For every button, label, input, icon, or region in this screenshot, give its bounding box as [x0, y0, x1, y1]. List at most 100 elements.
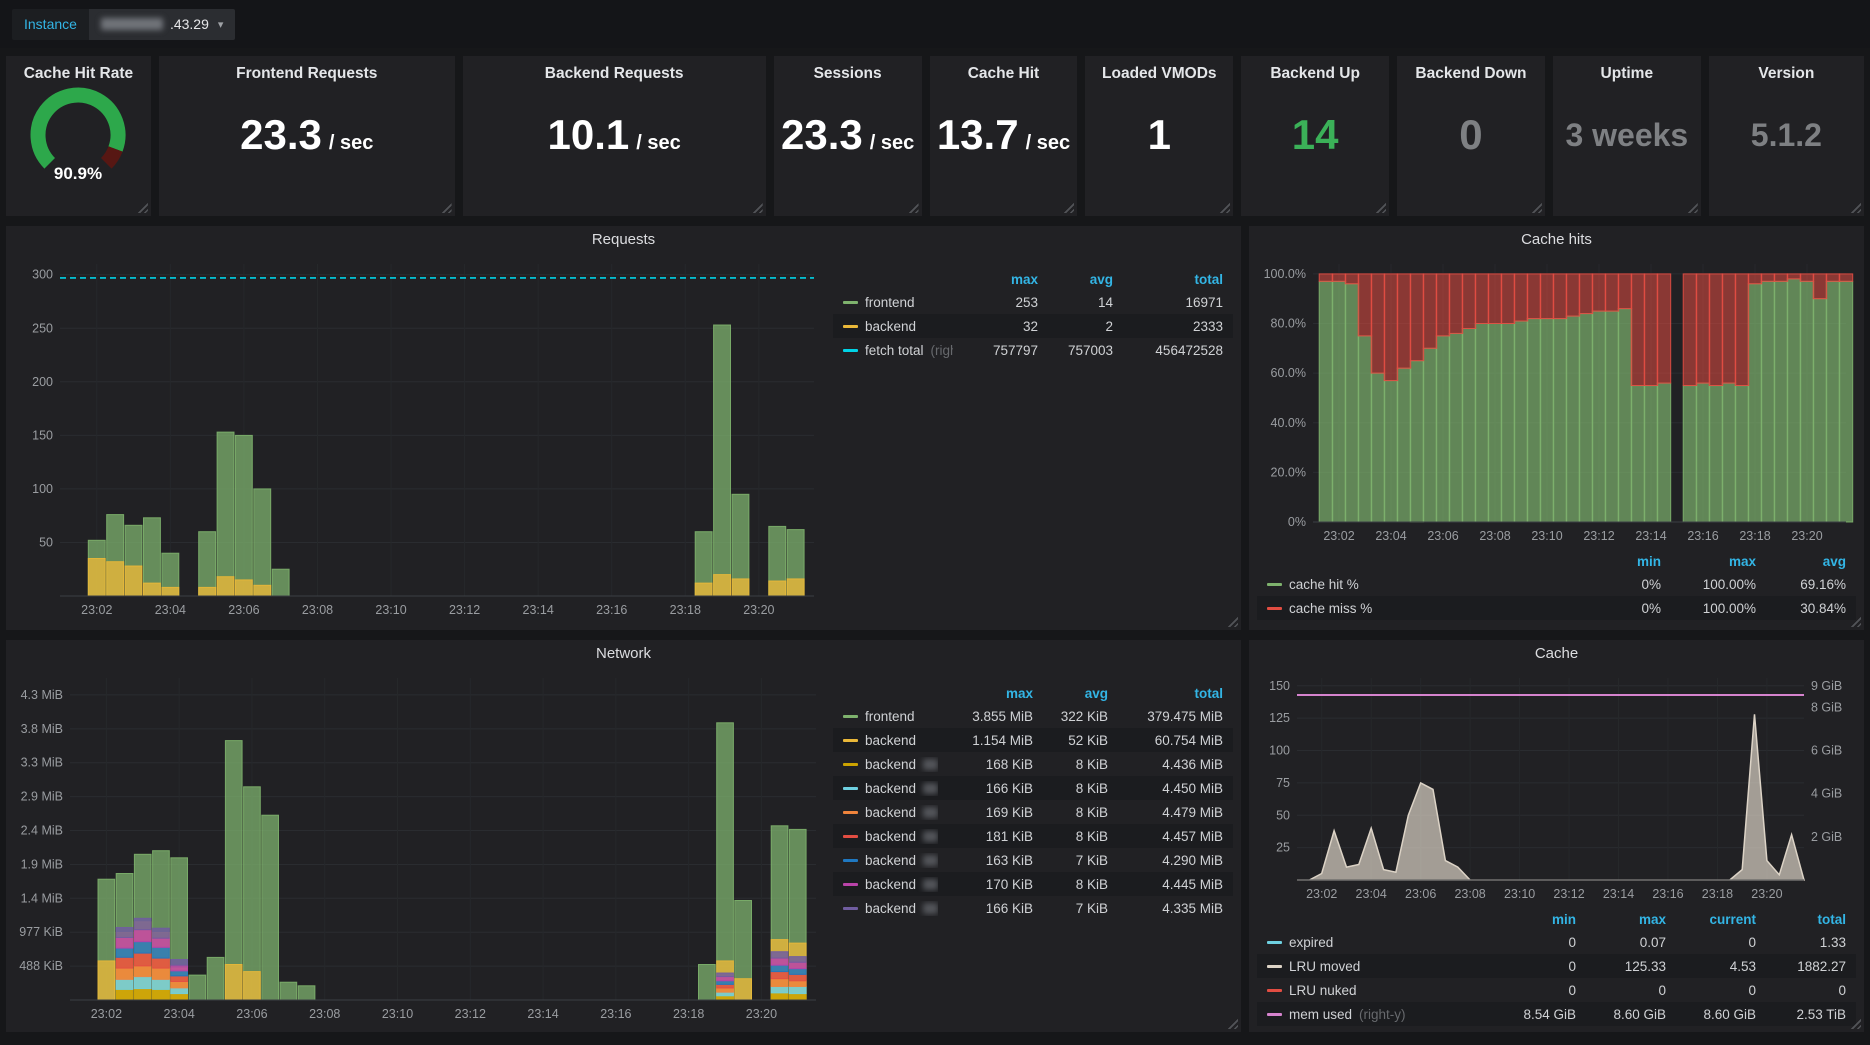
svg-text:23:20: 23:20 [743, 603, 774, 617]
svg-text:23:02: 23:02 [1306, 887, 1337, 901]
legend-row-lru-moved[interactable]: LRU moved 0 125.33 4.53 1882.27 [1257, 954, 1856, 978]
panel-title-cache-hits[interactable]: Cache hits [1521, 231, 1592, 248]
resize-handle-icon[interactable] [1227, 616, 1238, 627]
resize-handle-icon[interactable] [1063, 202, 1075, 213]
legend-col-total[interactable]: total [1194, 271, 1224, 287]
legend-col-max[interactable]: max [1728, 553, 1756, 569]
cache-hits-chart[interactable]: 0% 20.0% 40.0% 60.0% 80.0% 100.0% 23:02 23:04 23… [1257, 254, 1856, 546]
series-name[interactable]: backend [865, 852, 917, 868]
series-name[interactable]: LRU moved [1289, 958, 1361, 974]
legend-row-backend[interactable]: backend 168 KiB 8 KiB 4.436 MiB [833, 752, 1233, 776]
legend-col-current[interactable]: current [1709, 911, 1756, 927]
legend-row-frontend[interactable]: frontend 253 14 16971 [833, 290, 1233, 314]
resize-handle-icon[interactable] [1219, 202, 1231, 213]
series-name[interactable]: backend [865, 804, 917, 820]
requests-chart[interactable]: 50 100 150 200 250 300 23:02 23:04 23:06 23:08 23:… [14, 254, 826, 620]
stat-unit: / sec [328, 132, 374, 154]
panel-title-requests[interactable]: Requests [591, 231, 656, 248]
series-name[interactable]: backend [865, 900, 917, 916]
stat-title-backend-up[interactable]: Backend Up [1270, 65, 1360, 82]
series-name[interactable]: backend [865, 828, 917, 844]
instance-variable-picker[interactable]: Instance .43.29 ▾ [12, 8, 236, 40]
resize-handle-icon[interactable] [1686, 202, 1698, 213]
stat-title-cache-hit[interactable]: Cache Hit [967, 65, 1040, 82]
series-name[interactable]: backend [865, 756, 917, 772]
legend-col-max[interactable]: max [1010, 271, 1038, 287]
stat-title-version[interactable]: Version [1758, 65, 1815, 82]
legend-row-cache-miss-[interactable]: cache miss % 0% 100.00% 30.84% [1257, 596, 1856, 620]
legend-col-avg[interactable]: avg [1822, 553, 1846, 569]
legend-row-cache-hit-[interactable]: cache hit % 0% 100.00% 69.16% [1257, 572, 1856, 596]
legend-row-backend[interactable]: backend 163 KiB 7 KiB 4.290 MiB [833, 848, 1233, 872]
panel-title-network[interactable]: Network [595, 645, 651, 662]
legend-row-backend[interactable]: backend 1.154 MiB 52 KiB 60.754 MiB [833, 728, 1233, 752]
resize-handle-icon[interactable] [136, 202, 148, 213]
legend-row-mem-used[interactable]: mem used (right-y) 8.54 GiB 8.60 GiB 8.60 … [1257, 1002, 1856, 1026]
stat-title-loaded-vmods[interactable]: Loaded VMODs [1102, 65, 1217, 82]
instance-variable-value[interactable]: .43.29 ▾ [88, 8, 236, 40]
stat-value-version: 5.1.2 [1750, 117, 1822, 153]
svg-text:6 GiB: 6 GiB [1811, 744, 1842, 758]
legend-value: 2333 [1192, 318, 1223, 334]
series-name[interactable]: frontend [865, 708, 915, 724]
series-name[interactable]: cache miss % [1289, 600, 1373, 616]
redacted-instance-ip [100, 18, 163, 30]
legend-row-backend[interactable]: backend 166 KiB 7 KiB 4.335 MiB [833, 896, 1233, 920]
stat-value-uptime: 3 weeks [1565, 117, 1689, 153]
legend-col-total[interactable]: total [1194, 685, 1224, 701]
resize-handle-icon[interactable] [1849, 202, 1861, 213]
resize-handle-icon[interactable] [1227, 1018, 1238, 1029]
legend-col-avg[interactable]: avg [1089, 271, 1113, 287]
resize-handle-icon[interactable] [907, 202, 919, 213]
panel-title-cache[interactable]: Cache [1534, 645, 1579, 662]
stat-title-sessions[interactable]: Sessions [813, 65, 882, 82]
stat-value-sessions: 23.3/ sec [780, 111, 915, 158]
series-name[interactable]: frontend [865, 294, 915, 310]
resize-handle-icon[interactable] [1850, 616, 1861, 627]
network-chart[interactable]: 488 KiB 977 KiB 1.4 MiB 1.9 MiB 2.4 MiB 2.9 M… [14, 668, 826, 1024]
resize-handle-icon[interactable] [751, 202, 763, 213]
cache-chart[interactable]: 25 50 75 100 125 150 2 GiB 4 GiB 6 GiB 8 GiB 9 GiB… [1257, 668, 1856, 904]
series-name[interactable]: backend [865, 780, 917, 796]
legend-row-backend[interactable]: backend 170 KiB 8 KiB 4.445 MiB [833, 872, 1233, 896]
series-name[interactable]: backend [865, 318, 917, 334]
svg-text:23:16: 23:16 [1687, 529, 1718, 543]
resize-handle-icon[interactable] [1375, 202, 1387, 213]
resize-handle-icon[interactable] [1530, 202, 1542, 213]
legend-col-max[interactable]: max [1005, 685, 1033, 701]
row-graphs-1: Requests 50 100 150 200 250 300 23:02 23:04 23:0… [0, 226, 1870, 630]
stat-title-frontend-requests[interactable]: Frontend Requests [236, 65, 378, 82]
panel-requests: Requests 50 100 150 200 250 300 23:02 23:04 23:0… [6, 226, 1241, 630]
legend-row-backend[interactable]: backend 166 KiB 8 KiB 4.450 MiB [833, 776, 1233, 800]
legend-row-backend[interactable]: backend 181 KiB 8 KiB 4.457 MiB [833, 824, 1233, 848]
legend-col-avg[interactable]: avg [1084, 685, 1108, 701]
legend-row-expired[interactable]: expired 0 0.07 0 1.33 [1257, 930, 1856, 954]
stat-title-backend-requests[interactable]: Backend Requests [544, 65, 684, 82]
series-name[interactable]: mem used [1289, 1006, 1353, 1022]
legend-row-fetch-total[interactable]: fetch total (right-y) 757797 757003 456472… [833, 338, 1233, 362]
stat-title-backend-down[interactable]: Backend Down [1415, 65, 1527, 82]
svg-text:150: 150 [1269, 679, 1290, 693]
series-name[interactable]: backend [865, 876, 917, 892]
legend-row-frontend[interactable]: frontend 3.855 MiB 322 KiB 379.475 MiB [833, 704, 1233, 728]
resize-handle-icon[interactable] [440, 202, 452, 213]
legend-col-total[interactable]: total [1817, 911, 1847, 927]
series-name[interactable]: expired [1289, 934, 1334, 950]
svg-text:23:14: 23:14 [523, 603, 554, 617]
series-name[interactable]: fetch total [865, 342, 924, 358]
legend-value: 8 KiB [1075, 804, 1108, 820]
legend-row-backend[interactable]: backend 32 2 2333 [833, 314, 1233, 338]
legend-row-backend[interactable]: backend 169 KiB 8 KiB 4.479 MiB [833, 800, 1233, 824]
stat-title-cache-hit-rate[interactable]: Cache Hit Rate [23, 65, 134, 82]
legend-col-min[interactable]: min [1636, 553, 1661, 569]
legend-col-max[interactable]: max [1638, 911, 1666, 927]
series-name[interactable]: LRU nuked [1289, 982, 1357, 998]
series-name[interactable]: backend [865, 732, 917, 748]
legend-row-lru-nuked[interactable]: LRU nuked 0 0 0 0 [1257, 978, 1856, 1002]
stat-value-loaded-vmods: 1 [1147, 111, 1171, 158]
resize-handle-icon[interactable] [1850, 1018, 1861, 1029]
series-name[interactable]: cache hit % [1289, 576, 1359, 592]
legend-value: 125.33 [1624, 958, 1666, 974]
stat-title-uptime[interactable]: Uptime [1600, 65, 1654, 82]
legend-col-min[interactable]: min [1551, 911, 1576, 927]
